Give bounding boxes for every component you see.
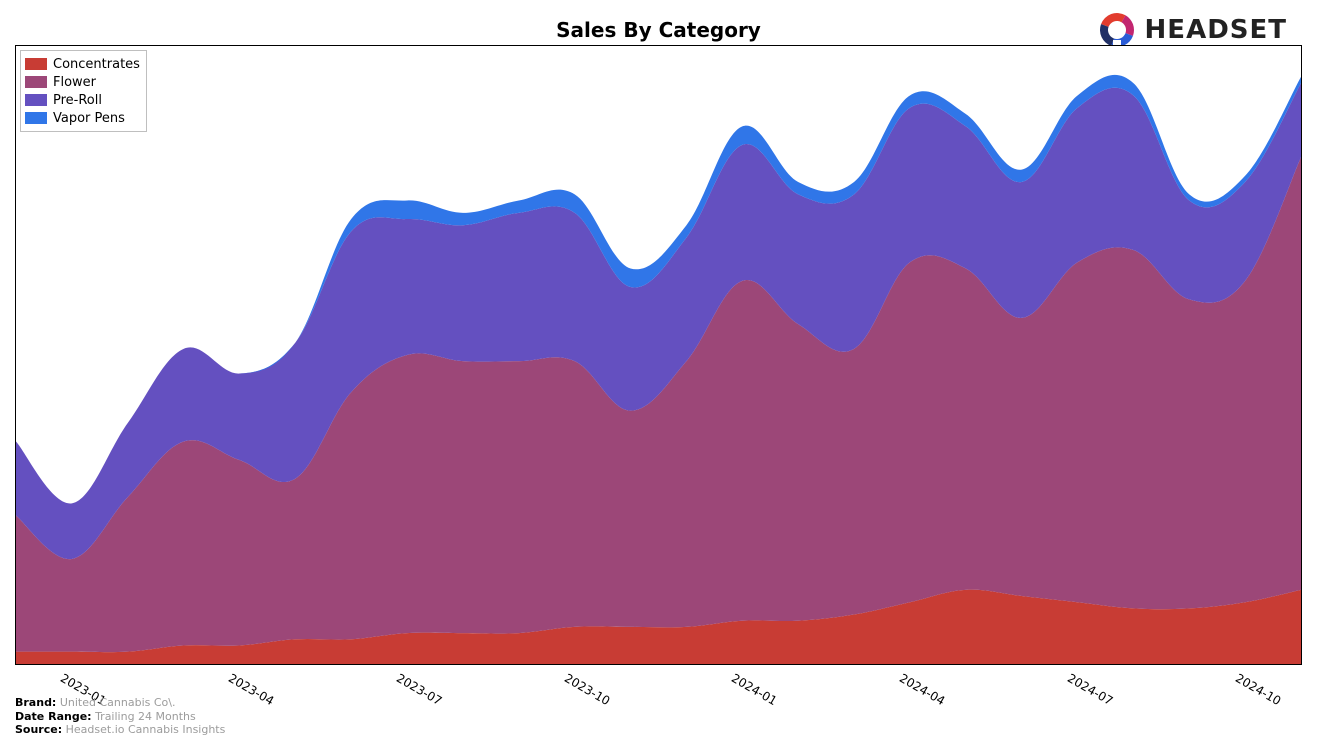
x-tick-label: 2023-07	[394, 671, 444, 708]
meta-brand-value: United Cannabis Co\.	[60, 696, 176, 709]
x-tick-label: 2023-04	[226, 671, 276, 708]
x-tick-label: 2024-04	[897, 671, 947, 708]
x-tick-label: 2024-01	[729, 671, 779, 708]
legend: Concentrates Flower Pre-Roll Vapor Pens	[20, 50, 147, 132]
meta-brand: Brand: United Cannabis Co\.	[15, 696, 225, 710]
legend-item: Concentrates	[25, 55, 140, 73]
chart-container: HEADSET Sales By Category ConcentratesFl…	[0, 0, 1317, 743]
legend-swatch	[25, 94, 47, 106]
legend-item: Vapor Pens	[25, 109, 140, 127]
meta-date-range-label: Date Range:	[15, 710, 92, 723]
chart-metadata: Brand: United Cannabis Co\. Date Range: …	[15, 696, 225, 737]
meta-source-label: Source:	[15, 723, 62, 736]
legend-swatch	[25, 58, 47, 70]
x-tick-label: 2024-10	[1233, 671, 1283, 708]
legend-label: Flower	[53, 75, 96, 90]
legend-item: Flower	[25, 73, 140, 91]
meta-date-range-value: Trailing 24 Months	[95, 710, 196, 723]
x-tick-label: 2024-07	[1065, 671, 1115, 708]
legend-swatch	[25, 76, 47, 88]
legend-label: Vapor Pens	[53, 111, 125, 126]
meta-date-range: Date Range: Trailing 24 Months	[15, 710, 225, 724]
legend-label: Pre-Roll	[53, 93, 102, 108]
legend-label: Concentrates	[53, 57, 140, 72]
chart-title: Sales By Category	[0, 18, 1317, 42]
legend-item: Pre-Roll	[25, 91, 140, 109]
meta-source-value: Headset.io Cannabis Insights	[66, 723, 226, 736]
meta-source: Source: Headset.io Cannabis Insights	[15, 723, 225, 737]
x-tick-label: 2023-10	[562, 671, 612, 708]
meta-brand-label: Brand:	[15, 696, 56, 709]
plot-area: Concentrates Flower Pre-Roll Vapor Pens	[15, 45, 1302, 665]
legend-swatch	[25, 112, 47, 124]
stacked-area-chart	[16, 46, 1301, 664]
